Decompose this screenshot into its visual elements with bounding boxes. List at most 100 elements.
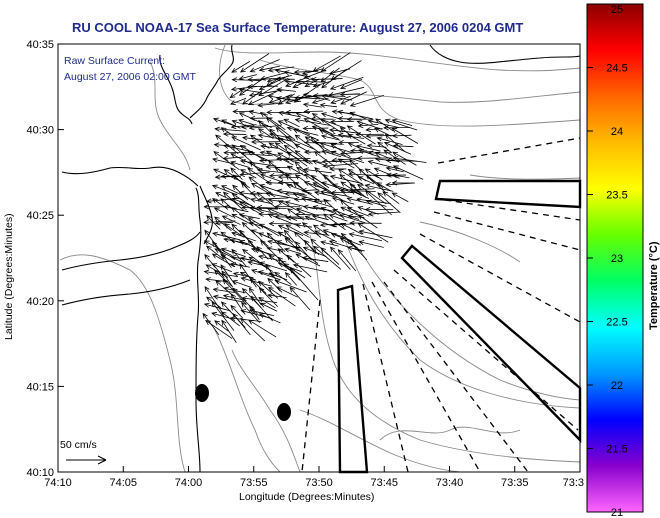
- current-vector: [230, 304, 243, 319]
- current-vector: [250, 247, 277, 257]
- current-vector: [289, 267, 319, 301]
- current-vector: [313, 151, 335, 167]
- current-vector: [286, 126, 319, 136]
- current-vector: [259, 173, 293, 186]
- current-vector: [358, 240, 384, 248]
- current-vector: [284, 271, 297, 286]
- current-vector: [256, 191, 277, 209]
- current-vector: [256, 246, 269, 260]
- current-vector: [258, 211, 288, 217]
- current-vector: [220, 185, 251, 200]
- current-vector: [249, 277, 267, 294]
- current-vector: [349, 220, 382, 226]
- current-vector: [331, 157, 361, 163]
- current-vector: [356, 197, 391, 205]
- current-vector: [347, 133, 366, 145]
- current-vector: [205, 245, 225, 260]
- coastline-rockaway: [429, 44, 581, 64]
- dashed-line: [371, 281, 481, 473]
- current-vector: [374, 127, 392, 137]
- current-vector: [339, 187, 375, 193]
- dashed-line: [419, 233, 581, 323]
- current-vector: [222, 191, 244, 211]
- current-vector: [277, 256, 301, 281]
- current-vector: [285, 224, 310, 238]
- current-vector: [384, 118, 418, 131]
- current-vector: [238, 78, 263, 96]
- current-vector: [357, 222, 389, 243]
- current-vector: [268, 221, 301, 227]
- current-vector: [367, 211, 400, 217]
- current-vector: [259, 111, 286, 131]
- current-vector: [321, 159, 352, 165]
- surface-current-vectors: [202, 52, 427, 343]
- current-vector: [294, 117, 331, 126]
- current-vector: [330, 150, 365, 164]
- current-vector: [203, 240, 233, 257]
- x-tick-label: 73:40: [436, 477, 464, 489]
- bathymetry-contour-9: [299, 409, 461, 473]
- current-vector: [238, 118, 255, 126]
- current-vector: [221, 270, 233, 288]
- current-vector: [259, 72, 286, 81]
- current-vector: [231, 77, 262, 83]
- scale-label: 50 cm/s: [60, 439, 97, 451]
- current-vector: [240, 124, 268, 130]
- current-vector: [212, 287, 234, 293]
- current-vector: [330, 190, 355, 196]
- current-vector: [329, 166, 347, 172]
- dashed-line: [433, 211, 581, 251]
- current-vector: [312, 93, 346, 99]
- current-vector: [258, 77, 289, 97]
- y-tick-label: 40:30: [26, 125, 54, 137]
- x-tick-label: 73:50: [305, 477, 333, 489]
- x-tick-label: 73:3: [563, 477, 584, 489]
- current-vector: [249, 115, 273, 121]
- current-vector: [259, 144, 278, 150]
- current-vector: [320, 67, 340, 83]
- current-vector: [337, 158, 355, 169]
- current-vector: [367, 159, 400, 170]
- current-vector: [265, 76, 281, 87]
- current-vector: [283, 263, 306, 279]
- current-vector: [284, 237, 301, 252]
- current-vector: [312, 159, 332, 169]
- bathymetry-contour-11: [469, 174, 581, 180]
- current-vector: [247, 91, 277, 106]
- current-vector: [377, 141, 393, 154]
- current-vector: [329, 246, 351, 270]
- bathymetry-contour-12: [149, 61, 191, 171]
- colorbar-tick-label: 22: [611, 380, 623, 392]
- current-vector: [249, 206, 278, 215]
- current-vector: [229, 315, 262, 322]
- current-vector: [328, 213, 348, 222]
- current-vector: [357, 214, 378, 229]
- current-vector: [350, 190, 370, 199]
- current-vector: [248, 287, 262, 306]
- colorbar-tick-label: 22.5: [606, 317, 627, 329]
- current-vector: [330, 119, 355, 125]
- current-vector: [312, 224, 330, 237]
- current-vector: [384, 133, 406, 153]
- current-vector: [248, 125, 282, 131]
- current-vector: [231, 207, 261, 230]
- current-vector: [240, 182, 260, 202]
- colorbar-tick-label: 23: [611, 253, 623, 265]
- current-vector: [222, 278, 247, 305]
- current-vector: [239, 271, 257, 281]
- current-vector: [241, 295, 278, 303]
- current-vector: [339, 213, 366, 224]
- current-vector: [340, 91, 367, 105]
- current-vector: [258, 75, 290, 90]
- current-vector: [311, 97, 329, 105]
- current-vector: [319, 102, 338, 108]
- scale-arrow: [66, 455, 107, 465]
- x-axis-ticks: 74:10 74:05 74:00 73:55 73:50 73:45 73:40 73:35…: [44, 466, 584, 489]
- current-vector: [346, 116, 372, 122]
- current-vector: [311, 113, 342, 133]
- current-vector: [213, 269, 233, 287]
- current-vector: [267, 293, 287, 299]
- current-vector: [283, 229, 296, 244]
- current-vector: [268, 94, 293, 104]
- current-vector: [212, 294, 245, 303]
